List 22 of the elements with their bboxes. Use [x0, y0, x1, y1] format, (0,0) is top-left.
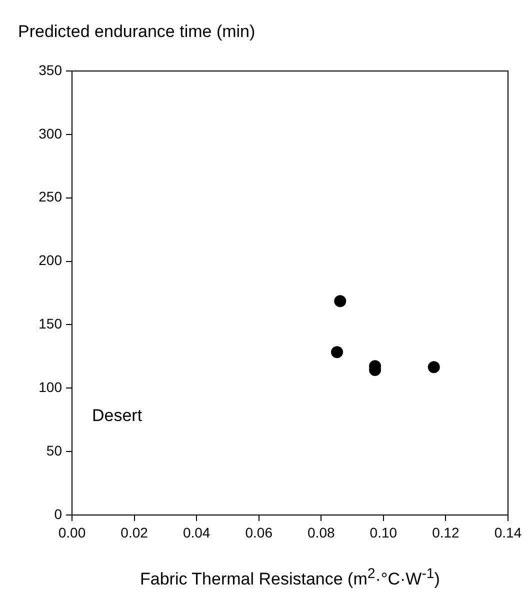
point [331, 346, 344, 358]
x-axis-title: Fabric Thermal Resistance (m$^{2}$·°C·W$^{-1}$) [139, 566, 441, 590]
y-axis-title: Predicted endurance time (min) [18, 22, 256, 42]
x-tick-label: 0.06 [245, 524, 273, 540]
x-tick-label: 0.08 [308, 524, 335, 540]
annotation: Desert [92, 406, 142, 426]
x-tick-label: 0.02 [120, 524, 148, 540]
y-tick-label: 150 [38, 316, 62, 332]
x-tick-label: 0.10 [370, 524, 398, 540]
x-tick-label: 0.12 [432, 524, 460, 540]
y-tick-label: 100 [38, 379, 62, 395]
point [334, 295, 346, 308]
x-tick-label: 0.14 [494, 524, 522, 540]
x-tick-label: 0.04 [182, 524, 210, 540]
point [428, 361, 440, 374]
y-tick-label: 200 [38, 252, 62, 268]
y-tick-label: 350 [38, 62, 62, 78]
x-tick-label: 0.00 [58, 524, 86, 540]
y-tick-label: 250 [38, 188, 62, 205]
y-tick-label: 50 [46, 442, 62, 458]
y-tick-label: 0 [54, 506, 62, 522]
y-tick-label: 300 [38, 125, 62, 142]
